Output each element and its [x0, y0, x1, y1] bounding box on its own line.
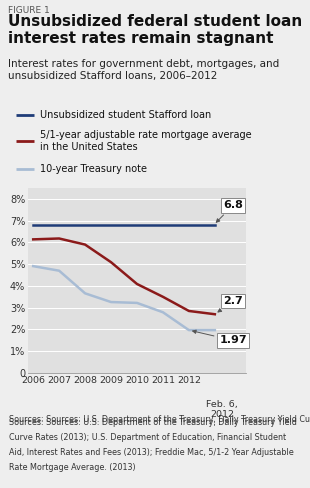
Text: Unsubsidized federal student loan
interest rates remain stagnant: Unsubsidized federal student loan intere… [8, 14, 302, 46]
Text: Interest rates for government debt, mortgages, and
unsubsidized Stafford loans, : Interest rates for government debt, mort… [8, 59, 279, 81]
Text: Unsubsidized student Stafford loan: Unsubsidized student Stafford loan [40, 110, 211, 120]
Text: Curve Rates (2013); U.S. Department of Education, Financial Student: Curve Rates (2013); U.S. Department of E… [9, 433, 286, 442]
Text: FIGURE 1: FIGURE 1 [8, 6, 50, 15]
Text: Feb. 6,
2012: Feb. 6, 2012 [206, 400, 238, 419]
Text: 10-year Treasury note: 10-year Treasury note [40, 164, 147, 174]
Text: 6.8: 6.8 [216, 201, 243, 222]
Text: Sources: Sources: U.S. Department of the Treasury, Daily Treasury Yield: Sources: Sources: U.S. Department of the… [9, 418, 297, 427]
Text: Sources: Sources: U.S. Department of the Treasury, Daily Treasury Yield Curve Ra: Sources: Sources: U.S. Department of the… [9, 415, 310, 424]
Text: 2.7: 2.7 [218, 296, 243, 312]
Text: 5/1-year adjustable rate mortgage average
in the United States: 5/1-year adjustable rate mortgage averag… [40, 130, 252, 152]
Text: 1.97: 1.97 [193, 330, 247, 346]
Text: Aid, Interest Rates and Fees (2013); Freddie Mac, 5/1-2 Year Adjustable: Aid, Interest Rates and Fees (2013); Fre… [9, 448, 294, 457]
Text: Rate Mortgage Average. (2013): Rate Mortgage Average. (2013) [9, 463, 136, 472]
